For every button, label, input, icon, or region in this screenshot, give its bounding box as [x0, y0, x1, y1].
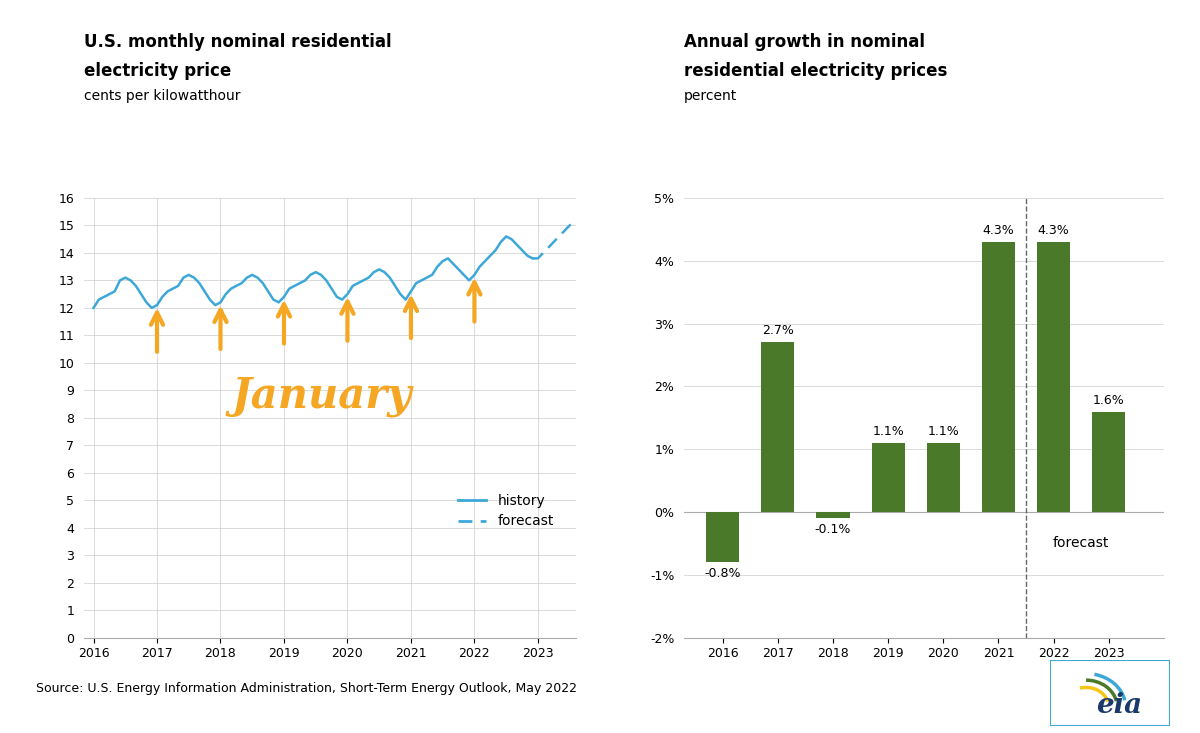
Bar [871, 443, 905, 512]
Bar [926, 443, 960, 512]
Text: percent: percent [684, 89, 737, 103]
Text: 4.3%: 4.3% [1038, 224, 1069, 237]
Text: U.S. monthly nominal residential: U.S. monthly nominal residential [84, 33, 391, 51]
Text: forecast: forecast [1054, 536, 1110, 550]
Legend: history, forecast: history, forecast [452, 488, 559, 534]
Text: -0.8%: -0.8% [704, 567, 740, 581]
FancyBboxPatch shape [1050, 660, 1170, 726]
Text: residential electricity prices: residential electricity prices [684, 62, 947, 81]
Bar [1037, 242, 1070, 512]
Text: January: January [232, 375, 412, 417]
Bar [816, 512, 850, 518]
Text: cents per kilowatthour: cents per kilowatthour [84, 89, 240, 103]
Text: Source: U.S. Energy Information Administration, Short-Term Energy Outlook, May 2: Source: U.S. Energy Information Administ… [36, 682, 577, 695]
Text: 2.7%: 2.7% [762, 325, 793, 337]
Text: Annual growth in nominal: Annual growth in nominal [684, 33, 925, 51]
Bar [982, 242, 1015, 512]
Bar [706, 512, 739, 562]
Text: eia: eia [1097, 693, 1142, 719]
Text: 1.6%: 1.6% [1093, 394, 1124, 407]
Text: -0.1%: -0.1% [815, 523, 851, 537]
Text: 1.1%: 1.1% [872, 425, 904, 438]
Bar [761, 342, 794, 512]
Bar [1092, 411, 1126, 512]
Text: electricity price: electricity price [84, 62, 232, 81]
Text: 1.1%: 1.1% [928, 425, 959, 438]
Text: 4.3%: 4.3% [983, 224, 1014, 237]
